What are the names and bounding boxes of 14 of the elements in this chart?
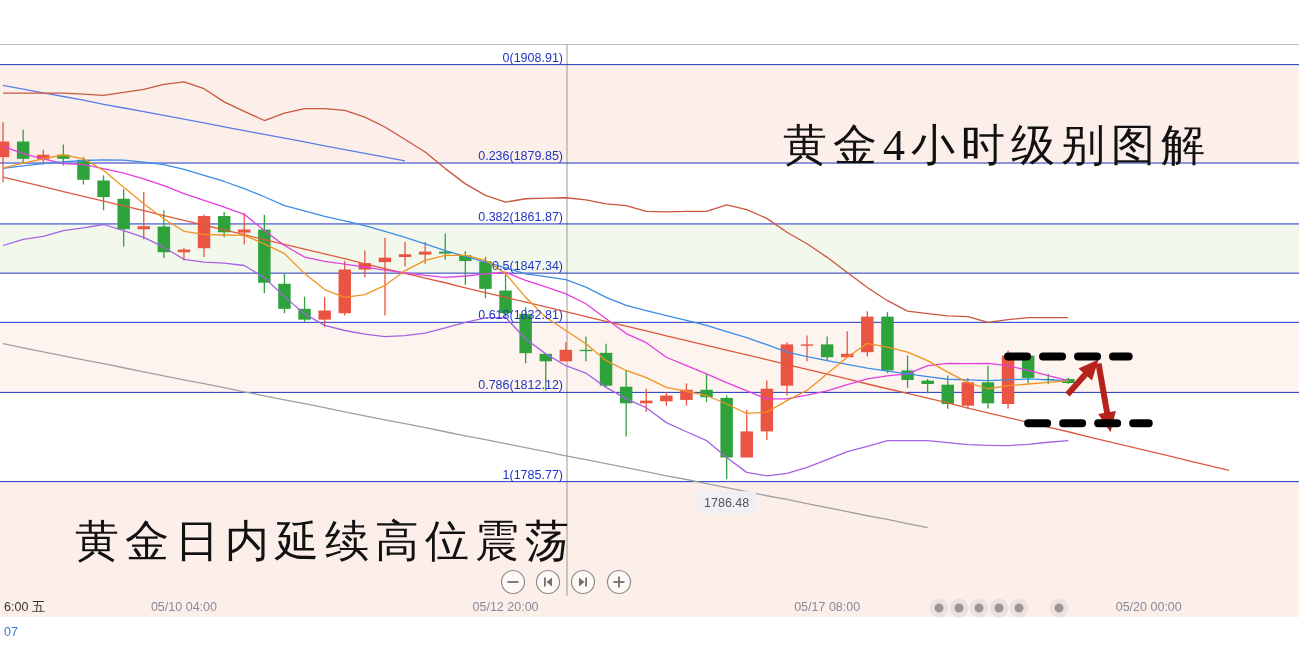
text: 黄金日内延续高位震荡 xyxy=(75,517,575,566)
text: 6:00 五 xyxy=(4,600,45,614)
text: 07 xyxy=(4,625,18,639)
ref-line-label: 0.382(1861.87) xyxy=(478,209,563,224)
x-tick-label: 05/12 20:00 xyxy=(472,600,539,614)
ref-line-label: 0.5(1847.34) xyxy=(492,259,563,274)
annotation: 1786.48 xyxy=(704,495,750,510)
ref-line-label: 1(1785.77) xyxy=(502,467,563,482)
x-tick-label: 05/20 00:00 xyxy=(1115,600,1182,614)
ref-line-label: 0.236(1879.85) xyxy=(478,149,563,164)
ref-line-label: 0(1908.91) xyxy=(502,50,563,65)
x-tick-label: 05/17 08:00 xyxy=(794,600,861,614)
text: 黄金4小时级别图解 xyxy=(783,121,1211,170)
x-tick-label: 05/10 04:00 xyxy=(150,600,218,614)
